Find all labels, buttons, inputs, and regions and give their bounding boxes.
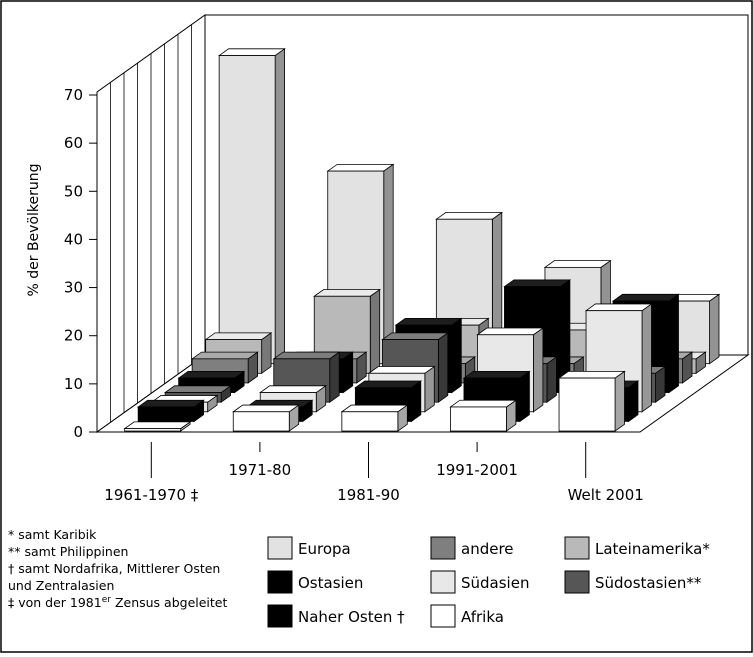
- bar-side: [709, 293, 720, 365]
- bar: [449, 399, 518, 432]
- x-tick-label: 1981-90: [337, 486, 400, 504]
- bar-top: [272, 351, 341, 360]
- legend-swatch: [267, 536, 293, 560]
- bar-top: [503, 279, 572, 288]
- footnote: * samt Karibik: [8, 527, 97, 542]
- y-tick-label: 30: [64, 279, 83, 297]
- bar-front: [450, 406, 507, 432]
- bar-side: [533, 327, 544, 413]
- bar-side: [668, 293, 679, 394]
- legend-label: Europa: [298, 540, 351, 558]
- legend-swatch: [430, 604, 456, 628]
- legend-label: Ostasien: [298, 574, 363, 592]
- bar-side: [274, 48, 286, 365]
- x-tick-label: 1971-80: [229, 461, 292, 479]
- legend-swatch: [430, 536, 456, 560]
- bar: [217, 48, 286, 365]
- y-tick-label: 10: [64, 375, 83, 393]
- bar: [123, 421, 192, 432]
- bar-top: [381, 332, 450, 340]
- bar-side: [614, 370, 625, 432]
- y-tick-label: 0: [73, 423, 83, 441]
- y-tick-label: 70: [64, 86, 83, 104]
- y-tick-label: 50: [64, 182, 83, 200]
- bar-side: [546, 356, 557, 403]
- bar-top: [543, 260, 612, 268]
- legend-label: Naher Osten †: [298, 608, 405, 626]
- bar-top: [449, 399, 518, 408]
- x-tick-label: 1991-2001: [436, 461, 518, 479]
- bar-top: [354, 380, 423, 389]
- bar-top: [340, 404, 409, 413]
- legend-swatch: [564, 536, 590, 560]
- bar-front: [341, 411, 399, 432]
- bar-top: [326, 163, 395, 172]
- legend-label: Lateinamerika*: [595, 540, 710, 558]
- bar-side: [329, 351, 340, 403]
- bar-top: [435, 212, 504, 220]
- footnote-sup: er: [102, 595, 112, 605]
- footnote-part: Zensus abgeleitet: [111, 595, 228, 610]
- bar-top: [190, 351, 259, 360]
- bar-top: [258, 385, 327, 393]
- footnote: † samt Nordafrika, Mittlerer Osten: [8, 561, 220, 576]
- legend-label: andere: [461, 540, 514, 558]
- bar: [557, 370, 626, 432]
- y-tick-label: 40: [64, 230, 83, 248]
- bar-top: [163, 385, 232, 393]
- footnote-part: ‡ von der 1981: [8, 595, 102, 610]
- bar-side: [369, 288, 381, 375]
- y-tick-label: 20: [64, 327, 83, 345]
- bar-top: [557, 370, 626, 379]
- footnote: ‡ von der 1981er Zensus abgeleitet: [8, 595, 227, 610]
- bar-side: [519, 370, 530, 423]
- bar-side: [641, 303, 652, 413]
- legend-label: Afrika: [461, 608, 504, 626]
- bar-top: [584, 303, 653, 312]
- footnote: ** samt Philippinen: [8, 544, 128, 559]
- bar-top: [476, 327, 545, 336]
- x-tick-label: Welt 2001: [568, 486, 644, 504]
- footnote: und Zentralasien: [8, 578, 114, 593]
- bar-side: [437, 332, 449, 403]
- bar: [340, 404, 409, 432]
- legend-swatch: [267, 604, 293, 628]
- bar-top: [136, 399, 205, 408]
- bar-front: [124, 428, 182, 432]
- bar: [177, 370, 246, 394]
- bar-front: [137, 406, 195, 422]
- bar-top: [231, 404, 300, 413]
- bar-front: [558, 377, 616, 432]
- footnotes: * samt Karibik ** samt Philippinen † samt …: [8, 527, 227, 610]
- legend-swatch: [430, 570, 456, 594]
- bar-front: [218, 55, 276, 365]
- y-axis-label: % der Bevölkerung: [26, 163, 42, 296]
- bar-top: [394, 317, 463, 326]
- bar-top: [204, 332, 273, 340]
- bar-top: [123, 421, 192, 430]
- bar-top: [177, 370, 246, 379]
- bar-top: [312, 289, 381, 297]
- bar: [136, 399, 205, 423]
- legend-swatch: [564, 570, 590, 594]
- bar-side: [451, 317, 462, 394]
- x-tick-label: 1961-1970 ‡: [104, 486, 199, 504]
- bar-top: [367, 366, 436, 374]
- bar-top: [462, 370, 531, 379]
- legend-label: Südasien: [461, 574, 529, 592]
- bar-front: [232, 411, 290, 432]
- bar-top: [217, 48, 286, 56]
- bar-top: [611, 293, 680, 302]
- legend-label: Südostasien**: [595, 574, 702, 592]
- bar-side: [424, 365, 435, 413]
- bar: [231, 404, 300, 432]
- plot: 0 10 20 30 40 50 60 70 1961-1970 ‡ 1971-80 1981-90…: [64, 14, 750, 504]
- legend-swatch: [267, 570, 293, 594]
- y-tick-label: 60: [64, 134, 83, 152]
- legend: Europa Ostasien Naher Osten † andere Südasie…: [267, 536, 710, 628]
